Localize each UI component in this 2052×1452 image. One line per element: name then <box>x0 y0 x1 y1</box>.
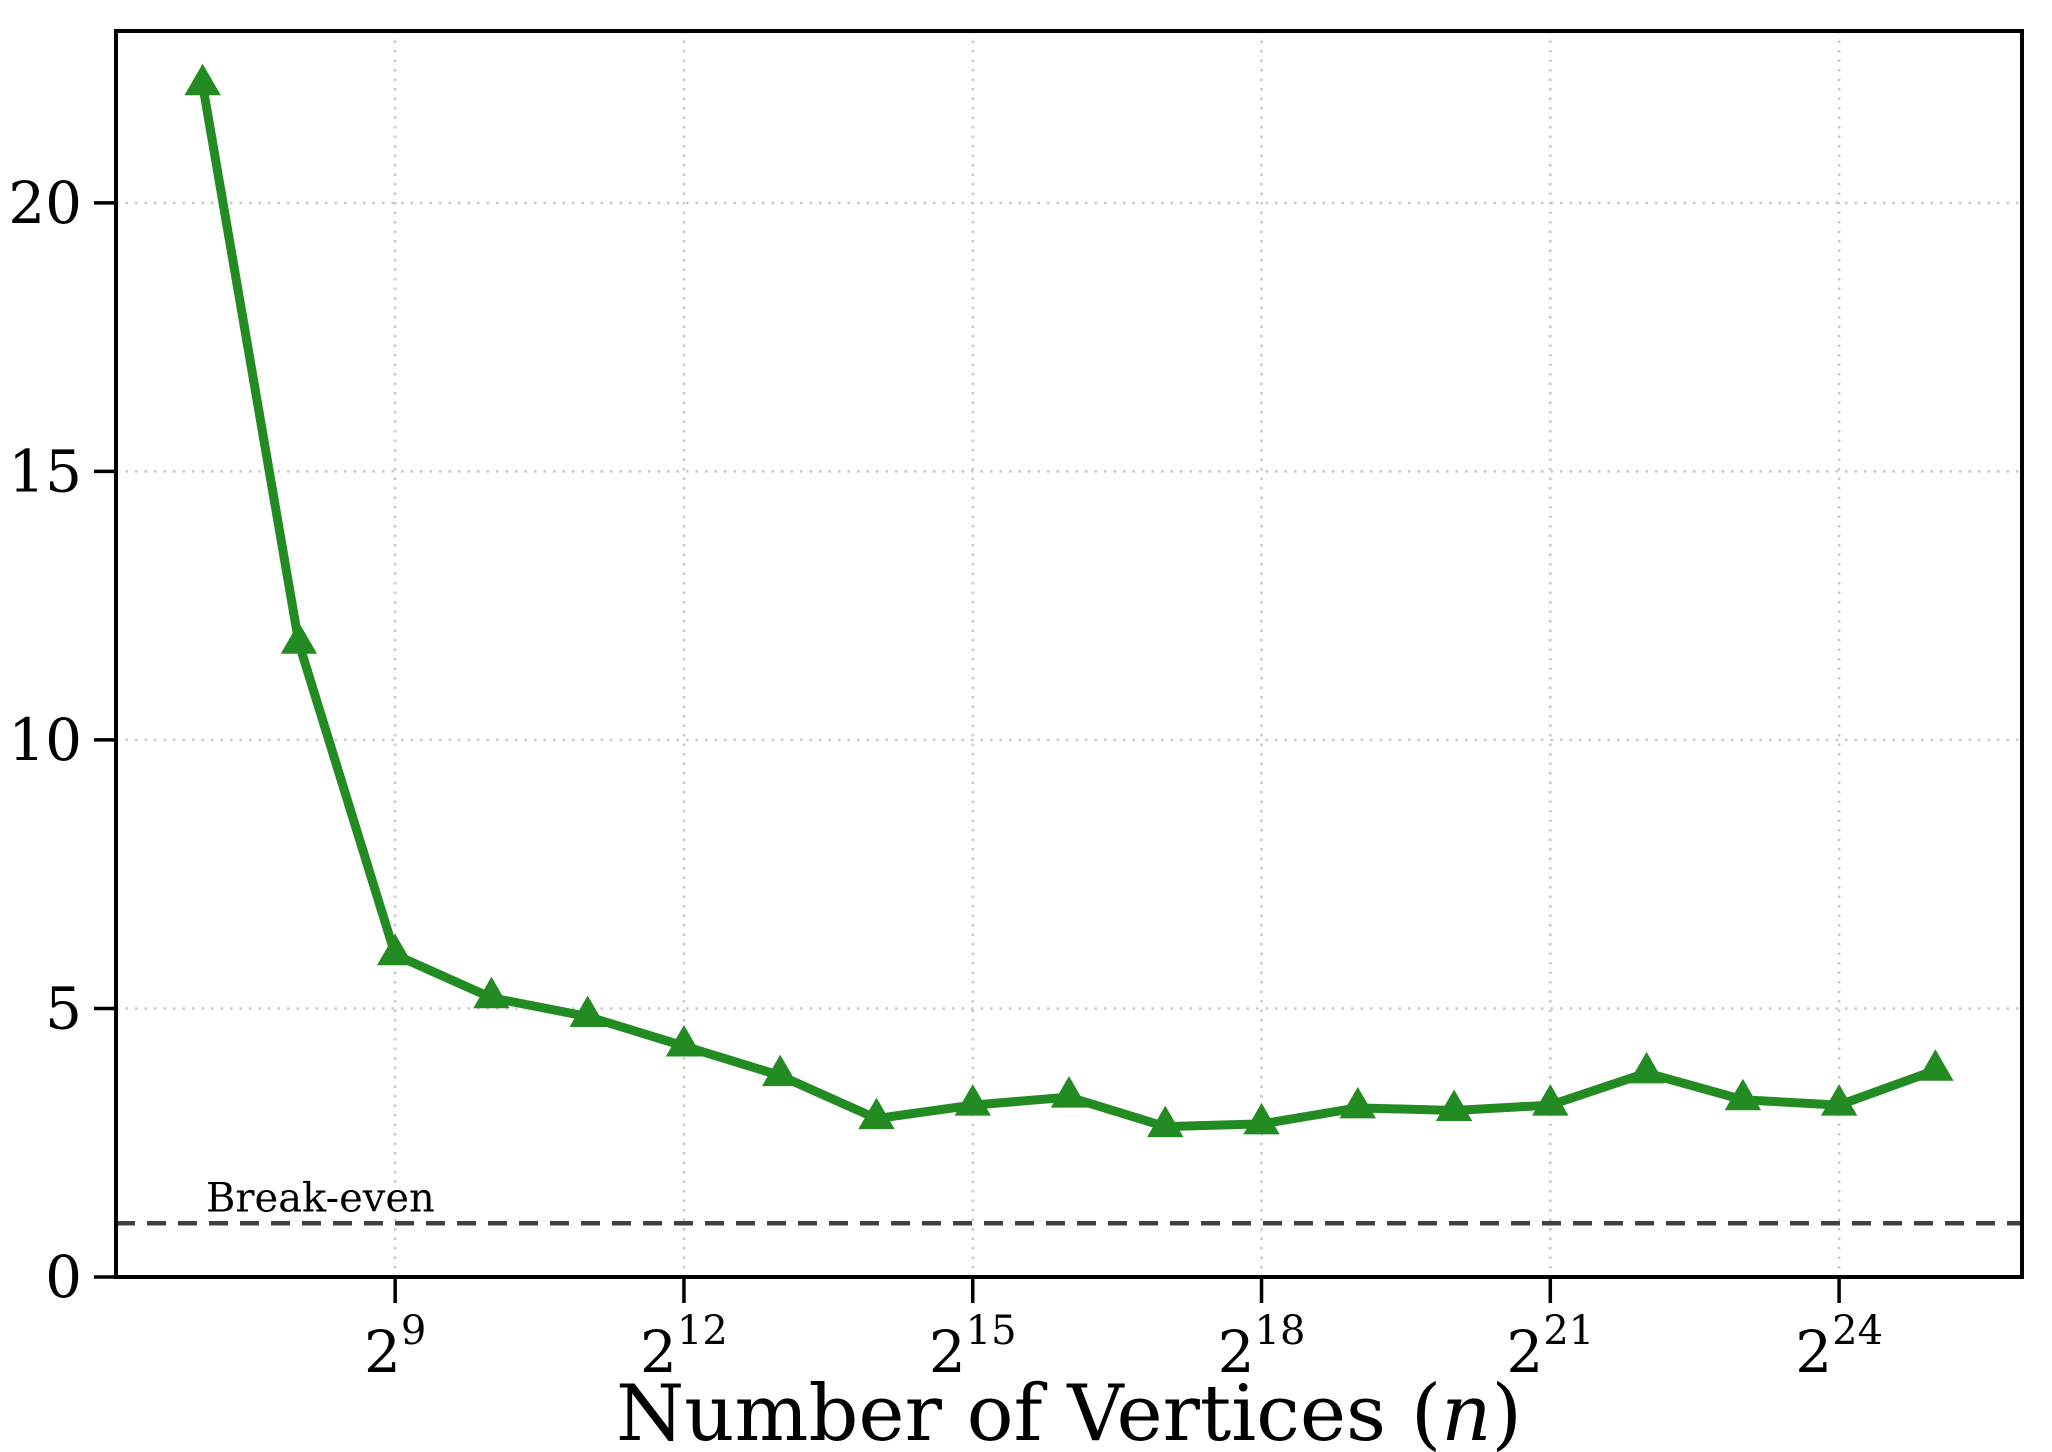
data-point-2e9 <box>376 933 414 966</box>
data-point-2e17 <box>1147 1105 1184 1138</box>
x-tick-exponent: 9 <box>401 1308 426 1354</box>
x-axis-ticks: 29 212 215 218 221 224 <box>364 1277 1883 1386</box>
data-point-2e7 <box>184 63 221 96</box>
x-tick-base: 2 <box>1506 1318 1543 1386</box>
y-tick-label-20: 20 <box>8 169 82 237</box>
x-tick-base: 2 <box>1218 1318 1255 1386</box>
data-point-2e13 <box>762 1054 799 1087</box>
x-tick-base: 2 <box>640 1318 677 1386</box>
x-tick-label-2e9: 29 <box>364 1308 426 1386</box>
x-axis-title-variable: n <box>1441 1369 1491 1452</box>
data-point-2e11 <box>569 995 606 1028</box>
x-tick-exponent: 24 <box>1832 1308 1883 1354</box>
data-point-2e8 <box>280 622 318 654</box>
x-axis-title: Number of Vertices (n) <box>616 1369 1522 1452</box>
data-point-2e18 <box>1243 1102 1280 1135</box>
x-tick-label-2e12: 212 <box>640 1308 728 1386</box>
plot-border <box>114 29 2024 1279</box>
data-point-2e24 <box>1820 1084 1858 1116</box>
y-axis-ticks: 0 5 10 15 20 <box>8 169 116 1311</box>
data-point-2e22 <box>1628 1051 1665 1084</box>
data-point-2e12 <box>665 1025 703 1057</box>
y-tick-label-5: 5 <box>45 974 82 1042</box>
break-even-group: Break-even <box>116 1175 2022 1226</box>
x-axis-title-prefix: Number of Vertices ( <box>616 1369 1441 1452</box>
x-tick-label-2e15: 215 <box>929 1308 1017 1386</box>
data-point-2e14 <box>858 1097 895 1130</box>
data-point-2e16 <box>1050 1076 1088 1108</box>
y-tick-label-15: 15 <box>8 437 82 505</box>
y-tick-label-10: 10 <box>8 706 82 774</box>
x-tick-exponent: 15 <box>966 1308 1017 1354</box>
y-tick-label-0: 0 <box>45 1243 82 1311</box>
x-tick-exponent: 18 <box>1255 1308 1306 1354</box>
data-point-2e25 <box>1917 1049 1954 1081</box>
x-tick-base: 2 <box>1795 1318 1832 1386</box>
x-axis-title-suffix: ) <box>1492 1369 1522 1452</box>
x-tick-label-2e21: 221 <box>1506 1308 1594 1386</box>
data-point-2e20 <box>1435 1089 1473 1122</box>
data-point-2e23 <box>1724 1078 1762 1111</box>
data-point-2e21 <box>1532 1084 1569 1116</box>
series-line-group <box>198 80 1940 1132</box>
data-point-2e15 <box>954 1084 991 1116</box>
series-markers-group <box>184 63 1954 1138</box>
data-point-2e10 <box>473 976 510 1009</box>
break-even-label: Break-even <box>206 1175 435 1221</box>
x-tick-label-2e18: 218 <box>1218 1308 1306 1386</box>
data-point-2e19 <box>1339 1086 1376 1119</box>
series-line <box>198 80 1940 1132</box>
x-tick-exponent: 21 <box>1543 1308 1594 1354</box>
x-tick-base: 2 <box>929 1318 966 1386</box>
x-tick-label-2e24: 224 <box>1795 1308 1883 1386</box>
x-tick-exponent: 12 <box>677 1308 728 1354</box>
x-tick-base: 2 <box>364 1318 401 1386</box>
